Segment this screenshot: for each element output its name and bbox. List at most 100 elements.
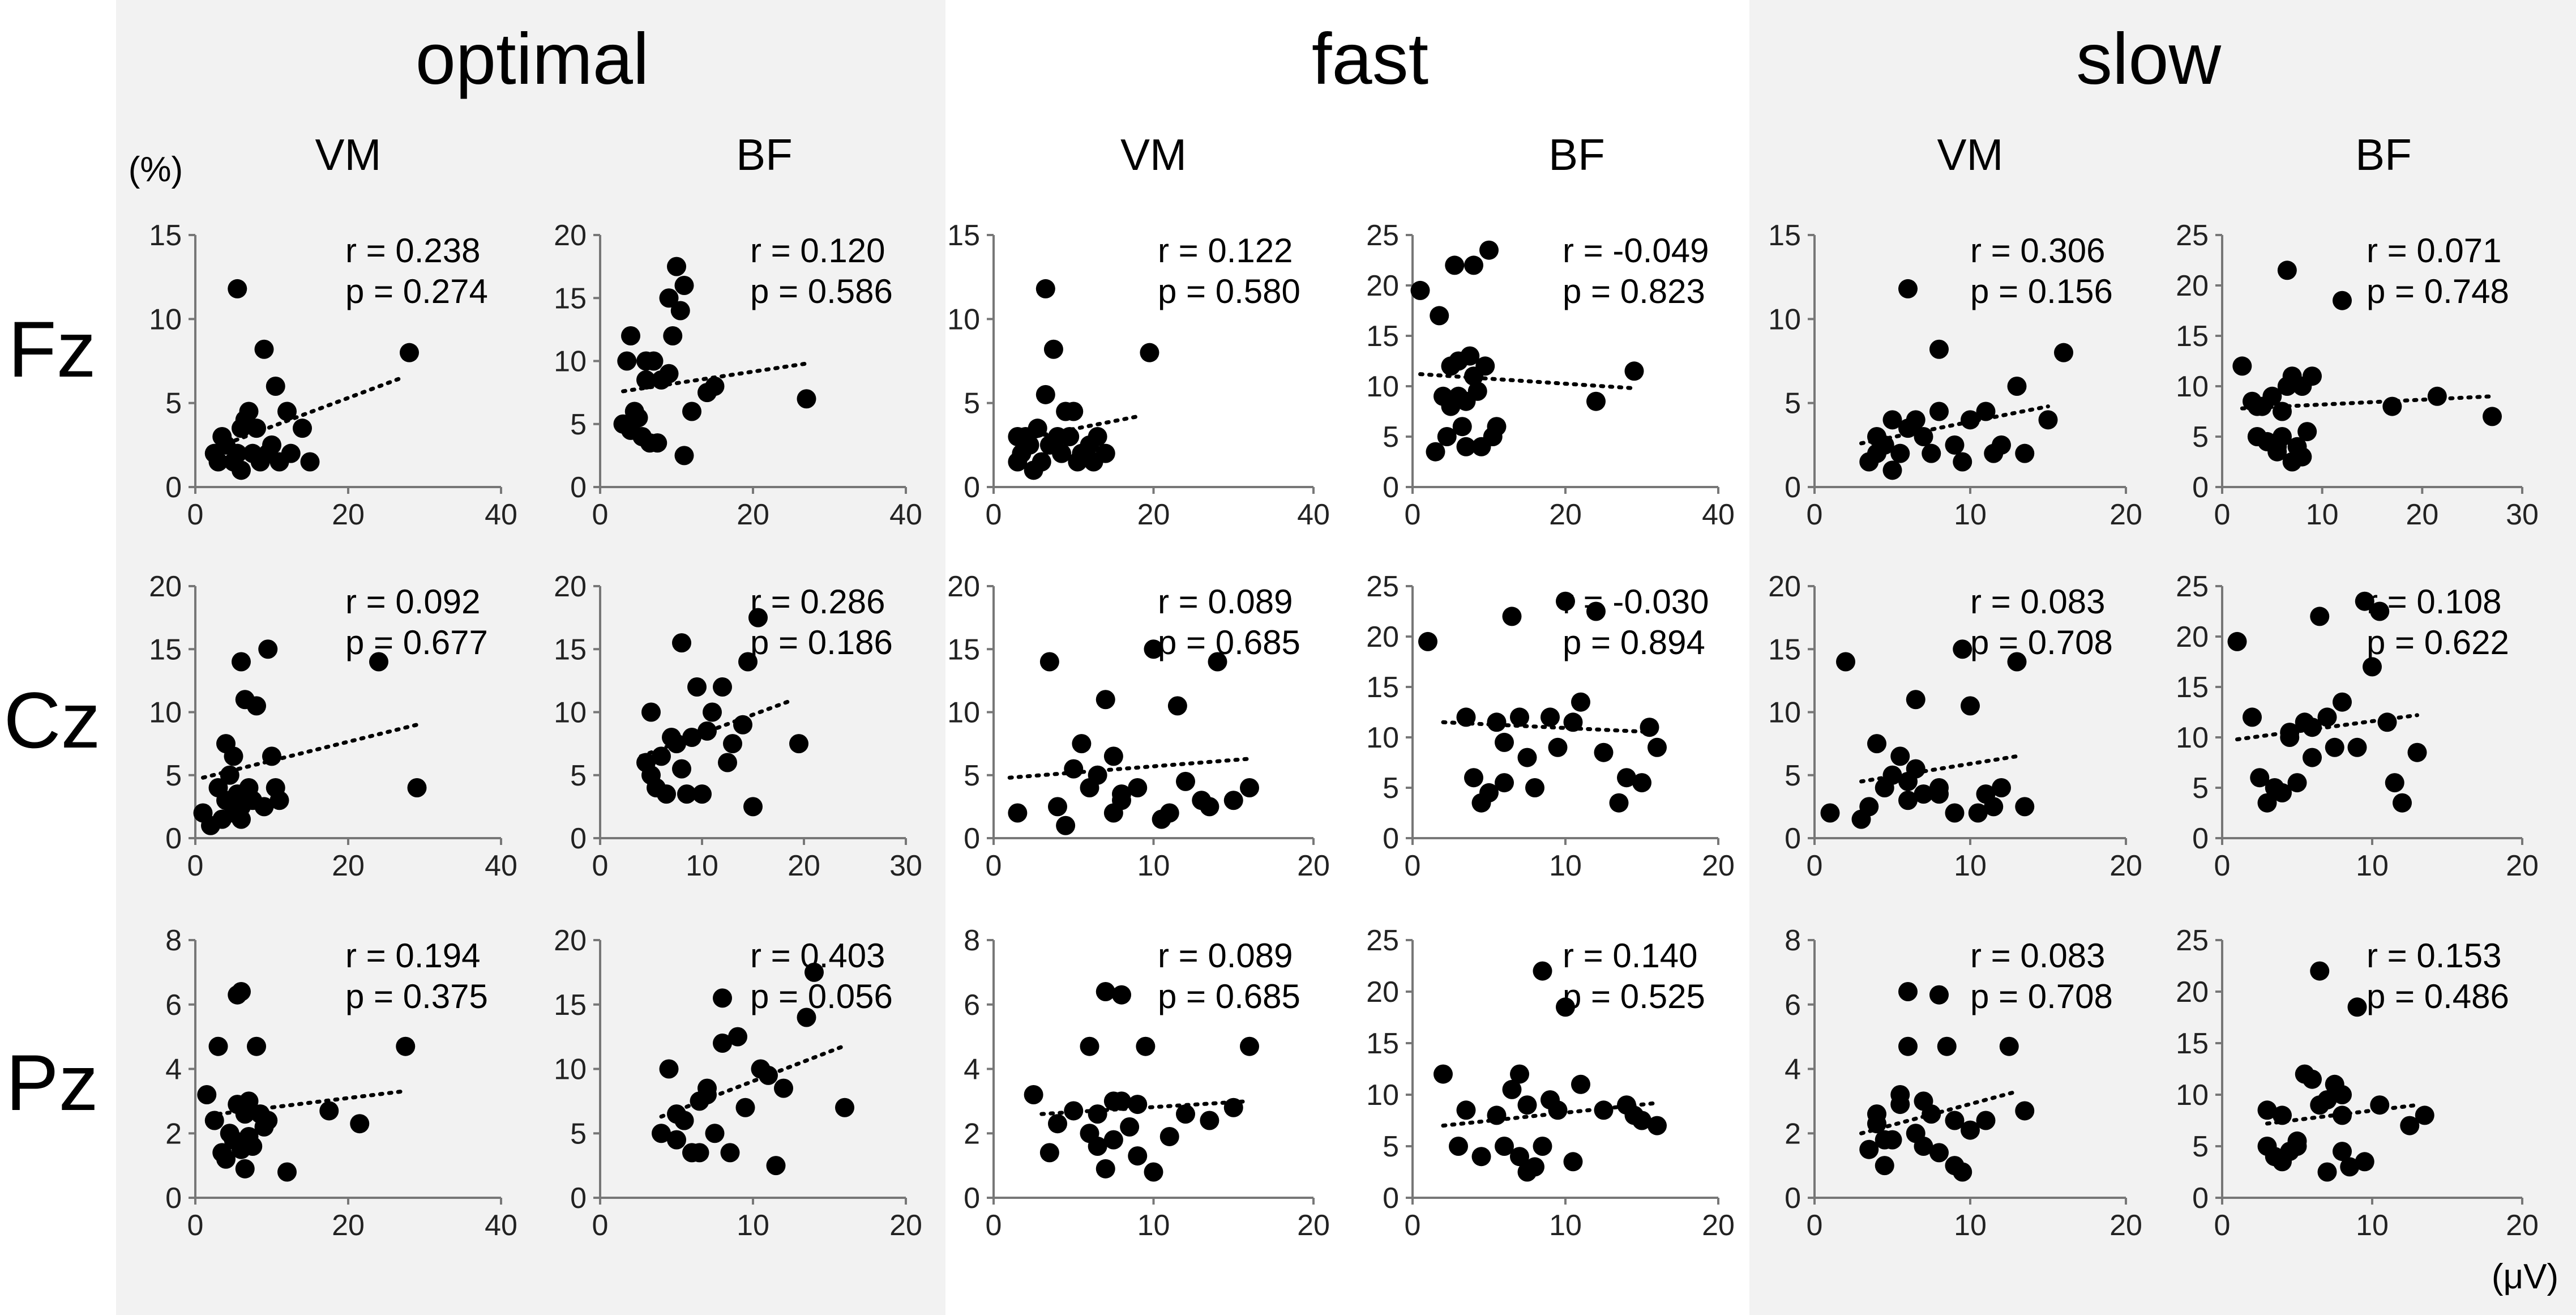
data-point xyxy=(254,797,274,817)
data-point xyxy=(2370,1095,2390,1115)
y-tick-label: 0 xyxy=(1785,822,1801,855)
muscle-label-slow-vm: VM xyxy=(1937,130,2004,180)
p-value-label: p = 0.586 xyxy=(750,272,893,310)
data-point xyxy=(2277,377,2297,396)
x-tick-label: 10 xyxy=(2356,849,2389,882)
x-tick-label: 0 xyxy=(592,498,609,531)
data-point xyxy=(805,962,824,982)
y-tick-label: 20 xyxy=(1366,621,1399,654)
r-value-label: r = 0.120 xyxy=(750,232,885,270)
p-value-label: p = 0.525 xyxy=(1563,977,1705,1015)
data-point xyxy=(1456,1100,1476,1120)
data-point xyxy=(2277,261,2297,280)
x-tick-label: 0 xyxy=(2214,498,2231,531)
trend-line xyxy=(201,723,419,780)
trend-line xyxy=(2235,713,2419,742)
p-value-label: p = 0.894 xyxy=(1563,624,1705,661)
p-value-label: p = 0.677 xyxy=(345,624,488,661)
muscle-label-optimal-vm: VM xyxy=(315,130,382,180)
y-tick-label: 20 xyxy=(2176,621,2209,654)
data-point xyxy=(2333,1085,2352,1104)
data-point xyxy=(652,746,671,766)
data-point xyxy=(733,715,752,735)
data-point xyxy=(407,778,427,797)
data-point xyxy=(797,389,816,409)
data-point xyxy=(1024,1085,1043,1104)
data-point xyxy=(1594,1100,1614,1120)
data-point xyxy=(1039,652,1059,672)
x-tick-label: 20 xyxy=(332,849,365,882)
data-point xyxy=(1890,443,1910,463)
x-tick-label: 10 xyxy=(1137,849,1170,882)
data-point xyxy=(1556,997,1575,1017)
x-tick-label: 0 xyxy=(187,1209,204,1242)
y-tick-label: 10 xyxy=(947,303,980,336)
data-point xyxy=(2287,1131,2307,1151)
data-point xyxy=(690,1143,709,1163)
data-point xyxy=(1043,339,1063,359)
data-point xyxy=(738,652,758,672)
y-tick-label: 15 xyxy=(554,633,587,666)
data-point xyxy=(228,443,247,463)
y-tick-label: 0 xyxy=(570,822,587,855)
y-tick-label: 25 xyxy=(1366,219,1399,252)
y-tick-label: 15 xyxy=(2176,671,2209,704)
y-tick-label: 10 xyxy=(554,1053,587,1086)
data-point xyxy=(262,435,281,455)
y-tick-label: 25 xyxy=(2176,570,2209,603)
data-point xyxy=(1240,778,1259,797)
x-unit-label: (μV) xyxy=(2492,1257,2558,1296)
y-tick-label: 0 xyxy=(570,471,587,504)
x-tick-label: 10 xyxy=(1549,1209,1582,1242)
data-point xyxy=(621,326,640,345)
data-point xyxy=(1064,402,1084,421)
data-point xyxy=(1533,961,1552,981)
r-value-label: r = 0.306 xyxy=(1970,232,2106,270)
p-value-label: p = 0.685 xyxy=(1158,977,1300,1015)
data-point xyxy=(713,1034,732,1053)
data-point xyxy=(2377,712,2397,732)
y-tick-label: 20 xyxy=(947,570,980,603)
data-point xyxy=(258,639,278,659)
data-point xyxy=(1460,346,1480,366)
data-point xyxy=(1064,759,1084,779)
data-point xyxy=(1820,803,1840,823)
y-tick-label: 4 xyxy=(1785,1053,1801,1086)
data-point xyxy=(1517,748,1537,767)
data-point xyxy=(1571,692,1590,712)
data-point xyxy=(713,988,732,1008)
p-value-label: p = 0.486 xyxy=(2367,977,2509,1015)
trend-line xyxy=(659,1044,847,1119)
r-value-label: r = 0.089 xyxy=(1158,937,1293,975)
data-point xyxy=(657,784,676,804)
data-point xyxy=(2310,607,2330,626)
data-point xyxy=(1953,452,1972,472)
x-tick-label: 0 xyxy=(1405,849,1421,882)
y-tick-label: 25 xyxy=(1366,570,1399,603)
data-point xyxy=(1517,1095,1537,1115)
y-tick-label: 5 xyxy=(2192,421,2209,454)
x-tick-label: 20 xyxy=(332,498,365,531)
x-tick-label: 20 xyxy=(2109,498,2142,531)
data-point xyxy=(1525,1157,1544,1177)
data-point xyxy=(1502,1079,1522,1099)
y-tick-label: 15 xyxy=(554,989,587,1022)
y-tick-label: 15 xyxy=(1366,1027,1399,1060)
data-point xyxy=(1140,343,1159,362)
y-tick-label: 4 xyxy=(964,1053,980,1086)
data-point xyxy=(293,419,312,438)
data-point xyxy=(2347,997,2367,1017)
x-tick-label: 20 xyxy=(2109,1209,2142,1242)
data-point xyxy=(2333,291,2352,310)
p-value-label: p = 0.375 xyxy=(345,977,488,1015)
data-point xyxy=(1992,435,2011,455)
data-point xyxy=(682,728,701,747)
trend-line xyxy=(1418,372,1636,391)
data-point xyxy=(735,1098,755,1117)
data-point xyxy=(1032,452,1051,472)
